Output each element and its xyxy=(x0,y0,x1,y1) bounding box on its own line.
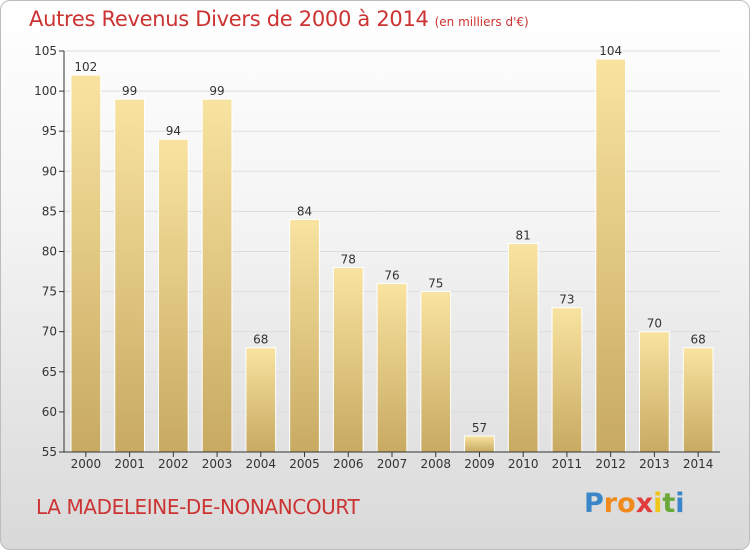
x-tick-label: 2008 xyxy=(420,457,451,471)
y-tick-label: 75 xyxy=(42,285,57,299)
chart-title: Autres Revenus Divers de 2000 à 2014 xyxy=(29,7,429,31)
bar-value-label: 68 xyxy=(690,333,705,347)
bar-value-label: 99 xyxy=(209,84,224,98)
bar xyxy=(114,98,145,453)
bar-value-label: 76 xyxy=(384,269,399,283)
bar xyxy=(70,74,102,453)
y-tick-label: 55 xyxy=(42,445,57,459)
bar-value-label: 73 xyxy=(559,293,574,307)
x-tick-label: 2005 xyxy=(289,457,320,471)
bar-value-label: 68 xyxy=(253,333,268,347)
bar xyxy=(551,307,583,453)
bar-value-label: 75 xyxy=(428,277,443,291)
logo-letter: r xyxy=(603,488,618,519)
x-tick-label: 2002 xyxy=(158,457,189,471)
x-tick-label: 2007 xyxy=(377,457,408,471)
x-tick-label: 2000 xyxy=(71,457,102,471)
x-tick-label: 2013 xyxy=(639,457,670,471)
bar xyxy=(245,347,277,453)
y-tick-label: 60 xyxy=(42,405,57,419)
bar xyxy=(376,283,408,453)
x-tick-label: 2004 xyxy=(246,457,277,471)
x-tick-label: 2006 xyxy=(333,457,364,471)
bar-value-label: 57 xyxy=(472,421,487,435)
y-tick-label: 80 xyxy=(42,245,57,259)
bar xyxy=(201,98,233,453)
logo-letter: i xyxy=(675,488,685,519)
x-tick-label: 2010 xyxy=(508,457,539,471)
y-tick-label: 65 xyxy=(42,365,57,379)
bar xyxy=(289,218,320,453)
bar xyxy=(332,267,364,453)
proxiti-logo: Proxiti xyxy=(584,488,685,519)
town-name: LA MADELEINE-DE-NONANCOURT xyxy=(36,495,360,519)
y-tick-label: 95 xyxy=(42,124,57,138)
chart-header: Autres Revenus Divers de 2000 à 2014 (en … xyxy=(29,7,529,31)
bar xyxy=(157,138,189,453)
bar xyxy=(464,435,495,453)
y-tick-label: 100 xyxy=(34,84,57,98)
x-tick-label: 2003 xyxy=(202,457,233,471)
chart-subtitle: (en milliers d'€) xyxy=(434,15,529,29)
logo-letter: o xyxy=(617,488,636,519)
bar-value-label: 84 xyxy=(297,204,312,218)
y-tick-label: 90 xyxy=(42,164,57,178)
logo-letter: i xyxy=(653,488,663,519)
x-tick-label: 2009 xyxy=(464,457,495,471)
bar-value-label: 70 xyxy=(647,317,662,331)
y-tick-label: 105 xyxy=(34,44,57,58)
bar xyxy=(595,58,627,453)
bar xyxy=(420,291,452,453)
x-tick-label: 2014 xyxy=(683,457,714,471)
bars: 102 99 94 99 68 84 78 76 75 57 81 73 104 70 68 xyxy=(70,44,714,453)
x-tick-label: 2012 xyxy=(595,457,626,471)
logo-letter: t xyxy=(662,488,676,519)
bar-value-label: 104 xyxy=(599,44,622,58)
bar-value-label: 81 xyxy=(516,228,531,242)
bar xyxy=(682,347,714,453)
x-tick-label: 2001 xyxy=(114,457,145,471)
axes: 55 60 65 70 75 80 85 90 95 100 105 2000 2001 2002 2003… xyxy=(34,44,720,471)
y-tick-label: 70 xyxy=(42,325,57,339)
bar xyxy=(639,331,670,453)
bar-value-label: 99 xyxy=(122,84,137,98)
bar-value-label: 102 xyxy=(74,60,97,74)
bar xyxy=(507,242,539,453)
logo-letter: x xyxy=(635,488,654,519)
y-tick-label: 85 xyxy=(42,204,57,218)
bar-value-label: 94 xyxy=(166,124,181,138)
logo-letter: P xyxy=(584,488,604,519)
bar-value-label: 78 xyxy=(341,253,356,267)
x-tick-label: 2011 xyxy=(552,457,583,471)
